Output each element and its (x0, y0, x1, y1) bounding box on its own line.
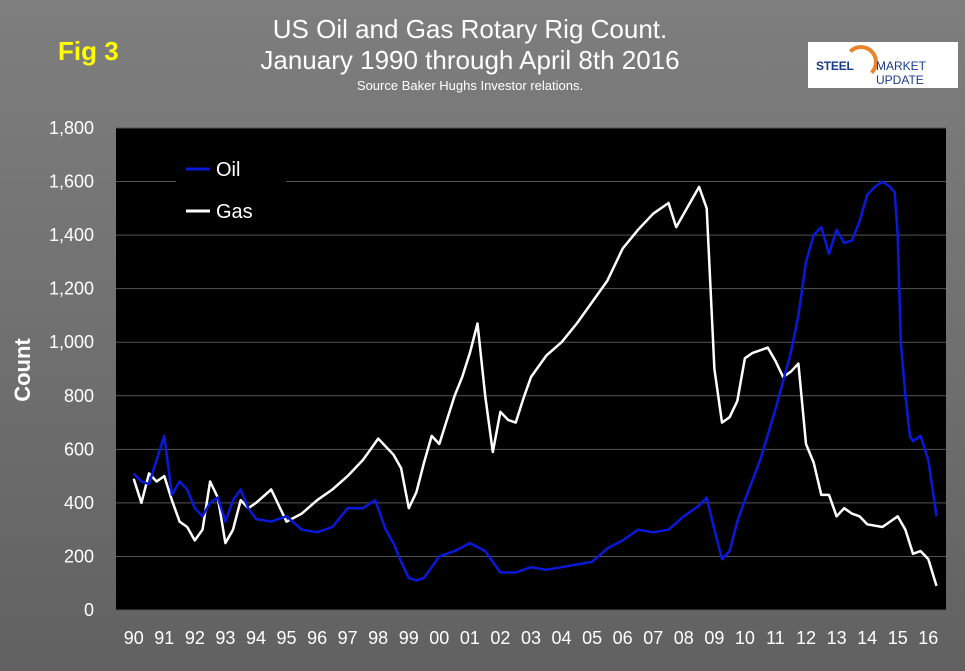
x-tick-label: 97 (338, 628, 358, 648)
series-layer (132, 180, 938, 587)
y-tick-labels: 0 200 400 600 800 1,000 1,200 1,400 1,600 1,800 (49, 118, 94, 620)
x-tick-label: 01 (460, 628, 480, 648)
x-tick-label: 00 (429, 628, 449, 648)
x-tick-label: 91 (154, 628, 174, 648)
series-line-oil (132, 180, 938, 582)
y-tick-label: 600 (64, 439, 94, 459)
x-tick-label: 11 (766, 628, 785, 648)
legend-box (176, 147, 286, 232)
x-tick-label: 05 (582, 628, 602, 648)
y-tick-label: 1,800 (49, 118, 94, 138)
series-line-gas (132, 185, 938, 587)
logo-text-steel: STEEL (816, 59, 854, 73)
x-tick-label: 12 (796, 628, 816, 648)
x-tick-label: 94 (246, 628, 266, 648)
y-tick-label: 1,600 (49, 172, 94, 192)
x-tick-label: 93 (215, 628, 235, 648)
x-tick-label: 02 (490, 628, 510, 648)
x-tick-label: 98 (368, 628, 388, 648)
x-tick-label: 03 (521, 628, 541, 648)
x-tick-label: 07 (643, 628, 663, 648)
chart-title-line2: January 1990 through April 8th 2016 (260, 45, 680, 75)
x-tick-label: 13 (827, 628, 847, 648)
x-tick-label: 15 (888, 628, 908, 648)
y-tick-label: 800 (64, 386, 94, 406)
x-tick-label: 16 (918, 628, 938, 648)
chart-subtitle: Source Baker Hughs Investor relations. (356, 78, 584, 93)
title-block: US Oil and Gas Rotary Rig Count. January… (250, 14, 690, 93)
x-tick-label: 10 (735, 628, 755, 648)
y-tick-label: 400 (64, 493, 94, 513)
x-tick-labels: 90 91 92 93 94 95 96 97 98 99 00 01 02 03 04 05 06 07 08 09… (124, 628, 939, 648)
figure-label: Fig 3 (58, 36, 119, 66)
y-tick-label: 1,200 (49, 279, 94, 299)
x-tick-label: 99 (399, 628, 419, 648)
x-tick-label: 06 (613, 628, 633, 648)
x-tick-label: 08 (674, 628, 694, 648)
y-tick-label: 1,000 (49, 332, 94, 352)
chart-title-line1: US Oil and Gas Rotary Rig Count. (272, 14, 668, 44)
legend-oil-label: Oil (216, 159, 240, 181)
legend-gas-label: Gas (216, 201, 253, 223)
steel-market-update-logo: STEEL MARKET UPDATE (808, 42, 958, 88)
x-tick-label: 14 (857, 628, 877, 648)
x-tick-label: 95 (277, 628, 297, 648)
y-tick-label: 1,400 (49, 225, 94, 245)
x-tick-label: 09 (704, 628, 724, 648)
logo-text-market-update: MARKET UPDATE (876, 59, 926, 87)
logo-ring-icon (844, 45, 878, 79)
y-tick-label: 200 (64, 546, 94, 566)
x-tick-label: 96 (307, 628, 327, 648)
legend: Oil Gas (176, 147, 286, 232)
x-tick-label: 04 (552, 628, 572, 648)
y-axis-label: Count (10, 338, 35, 402)
x-tick-label: 92 (185, 628, 205, 648)
y-tick-label: 0 (84, 600, 94, 620)
x-tick-label: 90 (124, 628, 144, 648)
